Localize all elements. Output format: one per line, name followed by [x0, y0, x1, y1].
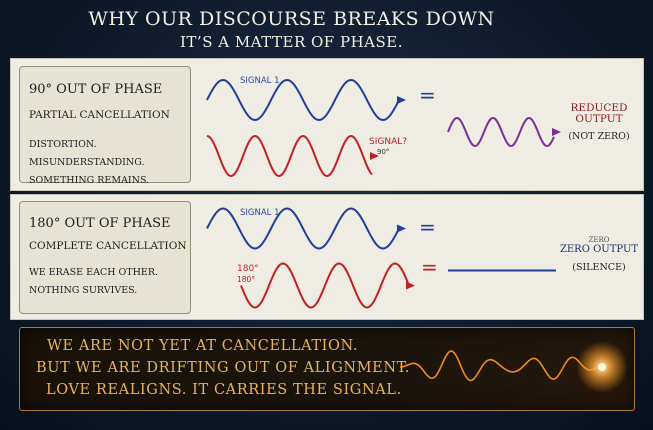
- signal-1-wave: [206, 78, 400, 122]
- signal-2-wave: [206, 134, 373, 178]
- banner-line-3: LOVE REALIGNS. IT CARRIES THE SIGNAL.: [46, 382, 402, 398]
- banner-line-1: WE ARE NOT YET AT CANCELLATION.: [47, 338, 359, 354]
- banner-line-2: BUT WE ARE DRIFTING OUT OF ALIGNMENT.: [36, 360, 410, 376]
- card-note: DISTORTION. MISUNDERSTANDING. SOMETHING …: [29, 136, 190, 190]
- glowing-signal-wave: [399, 341, 628, 393]
- info-card-90: 90° OUT OF PHASE PARTIAL CANCELLATION DI…: [19, 66, 191, 186]
- signal-2-sublabel: 90°: [377, 148, 390, 156]
- signal-2-arrowhead: [370, 152, 379, 160]
- signal-2-wave: [240, 262, 409, 309]
- panel-90-degrees: 90° OUT OF PHASE PARTIAL CANCELLATION DI…: [10, 58, 644, 191]
- banner-signal-line: [399, 350, 601, 382]
- result-label-small: ZERO: [588, 236, 610, 244]
- card-note-line: SOMETHING REMAINS.: [29, 175, 150, 186]
- signal-core: [598, 363, 606, 371]
- signal-1-arrowhead: [397, 96, 406, 104]
- signal-1-label: SIGNAL 1: [240, 76, 280, 86]
- page-title: WHY OUR DISCOURSE BREAKS DOWN: [88, 8, 495, 30]
- signal-2-sublabel: 180°: [237, 275, 256, 284]
- message-banner: WE ARE NOT YET AT CANCELLATION. BUT WE A…: [19, 327, 635, 411]
- result-label: ZERO OUTPUT: [559, 244, 639, 255]
- waves-90: [206, 78, 561, 178]
- result-label-line: OUTPUT: [575, 113, 623, 125]
- card-subtitle: PARTIAL CANCELLATION: [29, 109, 170, 121]
- result-note: (NOT ZERO): [568, 131, 630, 142]
- card-note-line: NOTHING SURVIVES.: [29, 285, 138, 296]
- result-note: (SILENCE): [572, 262, 626, 273]
- card-subtitle: COMPLETE CANCELLATION: [29, 240, 187, 252]
- card-title: 90° OUT OF PHASE: [29, 82, 163, 97]
- signal-2-label: SIGNAL?: [369, 137, 408, 147]
- result-label: REDUCED OUTPUT: [559, 103, 639, 125]
- signal-2-label: 180°: [237, 264, 259, 274]
- signal-2-arrowhead: [406, 281, 415, 290]
- equals-sign-red: =: [421, 255, 438, 279]
- signal-1-arrowhead: [397, 224, 406, 233]
- waves-180: [206, 207, 556, 309]
- page-subtitle: IT’S A MATTER OF PHASE.: [180, 33, 403, 51]
- result-wave: [447, 116, 555, 148]
- card-note-line: DISTORTION. MISUNDERSTANDING.: [29, 139, 145, 168]
- result-arrowhead: [552, 128, 561, 136]
- panel-180-degrees: 180° OUT OF PHASE COMPLETE CANCELLATION …: [10, 194, 644, 320]
- card-title: 180° OUT OF PHASE: [29, 216, 171, 231]
- equals-sign: =: [419, 83, 436, 107]
- card-note-line: WE ERASE EACH OTHER.: [29, 267, 159, 278]
- equals-sign: =: [419, 215, 436, 239]
- signal-1-wave: [206, 207, 400, 250]
- result-label-line: REDUCED: [570, 102, 628, 114]
- info-card-180: 180° OUT OF PHASE COMPLETE CANCELLATION …: [19, 201, 191, 314]
- card-note: WE ERASE EACH OTHER. NOTHING SURVIVES.: [29, 264, 158, 300]
- signal-1-label: SIGNAL 1: [240, 208, 280, 218]
